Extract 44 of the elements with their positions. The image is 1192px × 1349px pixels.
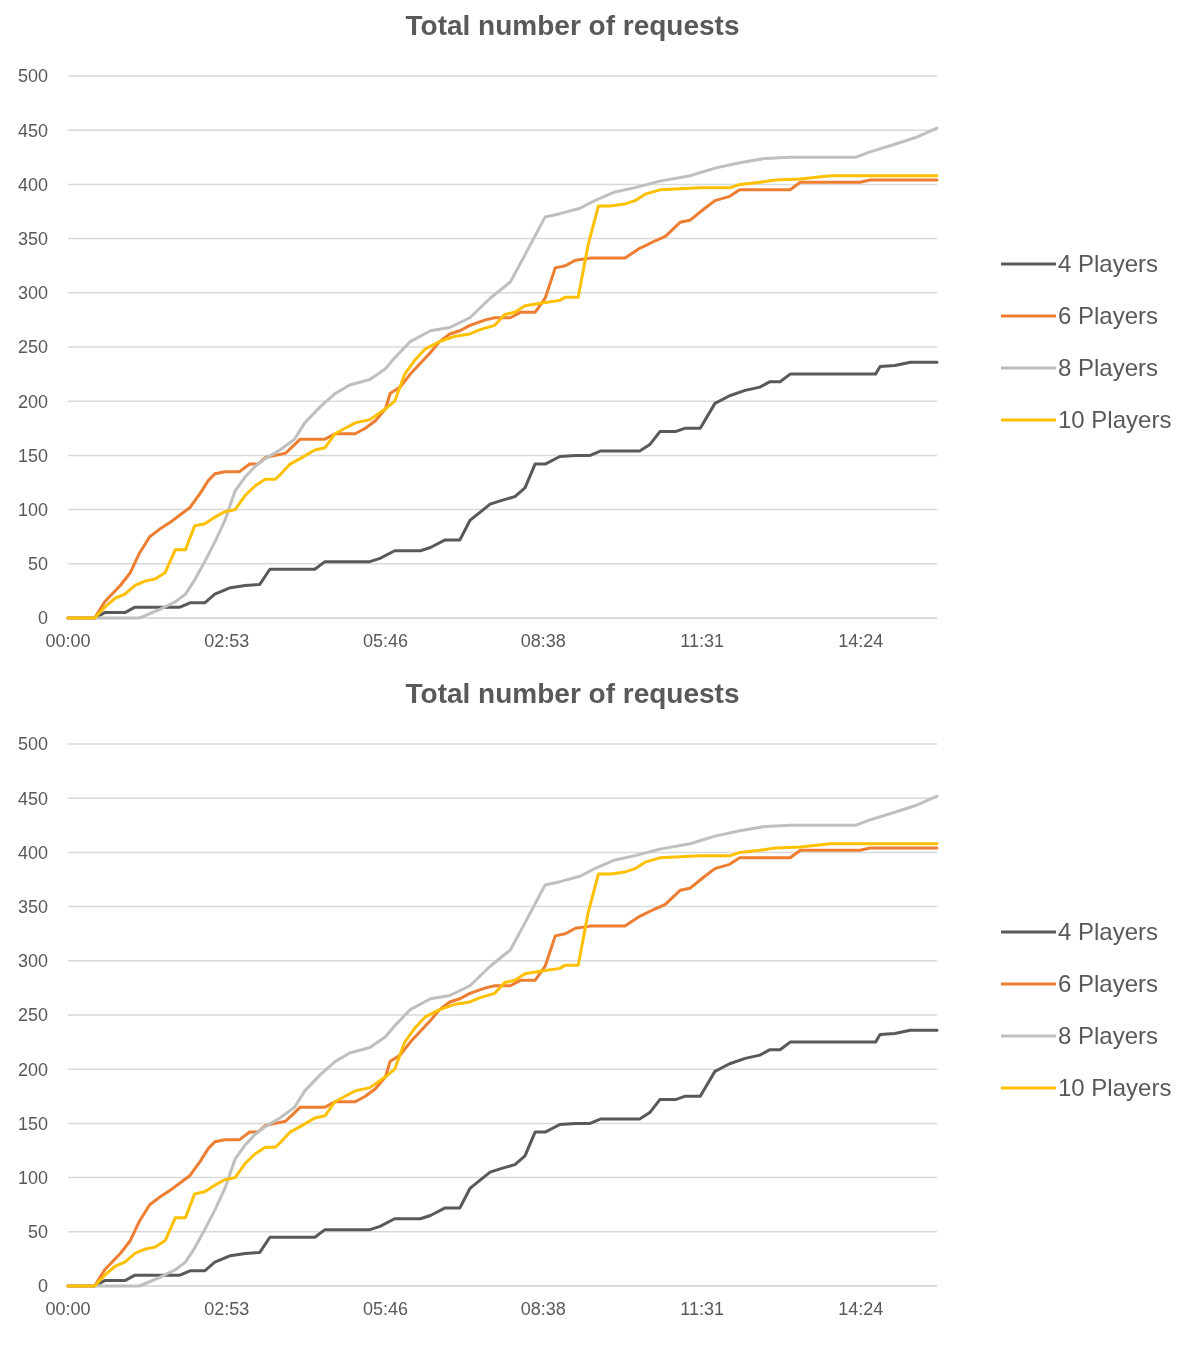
x-tick-label: 14:24 bbox=[838, 631, 884, 651]
y-tick-label: 350 bbox=[17, 228, 48, 249]
y-tick-label: 50 bbox=[27, 1222, 48, 1243]
x-tick-label: 05:46 bbox=[362, 631, 409, 651]
y-tick-label: 500 bbox=[17, 734, 48, 755]
legend-label: 4 Players bbox=[1058, 918, 1159, 946]
x-tick-label: 11:31 bbox=[680, 1299, 724, 1319]
x-tick-label: 11:31 bbox=[680, 631, 724, 651]
y-tick-label: 150 bbox=[17, 445, 48, 466]
x-tick-label: 14:24 bbox=[838, 1299, 884, 1319]
y-tick-label: 500 bbox=[17, 66, 48, 87]
y-tick-label: 300 bbox=[17, 951, 48, 972]
x-tick-label: 00:00 bbox=[45, 1299, 91, 1319]
y-tick-label: 450 bbox=[17, 788, 48, 809]
y-tick-label: 200 bbox=[17, 391, 48, 412]
legend-label: 6 Players bbox=[1058, 970, 1159, 998]
legend-label: 8 Players bbox=[1058, 1022, 1159, 1050]
x-tick-label: 08:38 bbox=[520, 631, 566, 651]
y-tick-label: 0 bbox=[37, 1276, 48, 1297]
legend-label: 4 Players bbox=[1058, 250, 1159, 278]
x-tick-label: 02:53 bbox=[204, 631, 250, 651]
y-tick-label: 350 bbox=[17, 896, 48, 917]
y-tick-label: 100 bbox=[17, 1167, 48, 1188]
y-tick-label: 200 bbox=[17, 1059, 48, 1080]
x-tick-label: 08:38 bbox=[520, 1299, 566, 1319]
x-tick-label: 00:00 bbox=[45, 631, 91, 651]
chart-title: Total number of requests bbox=[405, 678, 740, 709]
y-tick-label: 50 bbox=[27, 554, 48, 575]
y-tick-label: 450 bbox=[17, 120, 48, 141]
x-tick-label: 02:53 bbox=[204, 1299, 250, 1319]
y-tick-label: 150 bbox=[17, 1113, 48, 1134]
x-tick-label: 05:46 bbox=[362, 1299, 409, 1319]
legend-label: 8 Players bbox=[1058, 354, 1159, 382]
legend-label: 10 Players bbox=[1058, 1074, 1172, 1102]
y-tick-label: 400 bbox=[17, 174, 48, 195]
legend-label: 6 Players bbox=[1058, 302, 1159, 330]
legend-label: 10 Players bbox=[1058, 406, 1172, 434]
chart-title: Total number of requests bbox=[405, 10, 740, 41]
y-tick-label: 100 bbox=[17, 499, 48, 520]
y-tick-label: 300 bbox=[17, 283, 48, 304]
y-tick-label: 250 bbox=[17, 1005, 48, 1026]
y-tick-label: 0 bbox=[37, 608, 48, 629]
y-tick-label: 250 bbox=[17, 337, 48, 358]
y-tick-label: 400 bbox=[17, 842, 48, 863]
